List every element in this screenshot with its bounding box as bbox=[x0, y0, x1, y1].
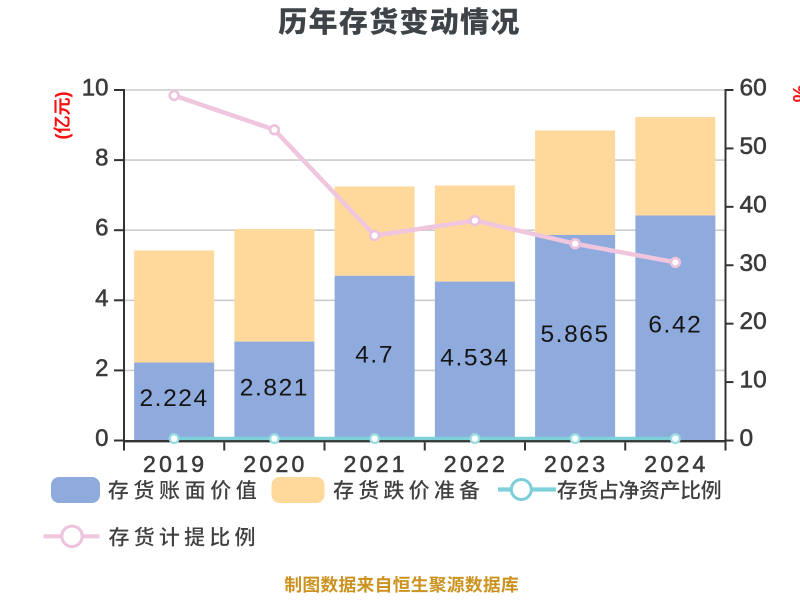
svg-text:60: 60 bbox=[740, 75, 767, 102]
svg-text:6.42: 6.42 bbox=[648, 311, 702, 338]
svg-text:20: 20 bbox=[740, 308, 767, 335]
svg-text:50: 50 bbox=[740, 133, 767, 160]
svg-text:8: 8 bbox=[95, 145, 108, 172]
svg-text:2.224: 2.224 bbox=[139, 385, 208, 412]
svg-text:0: 0 bbox=[95, 425, 108, 452]
svg-text:6: 6 bbox=[95, 215, 108, 242]
svg-text:2023: 2023 bbox=[544, 451, 608, 477]
svg-text:(: ( bbox=[53, 133, 73, 139]
svg-text:30: 30 bbox=[740, 250, 767, 277]
svg-text:5.865: 5.865 bbox=[540, 321, 609, 348]
svg-text:10: 10 bbox=[82, 75, 109, 102]
svg-text:2021: 2021 bbox=[344, 451, 408, 477]
svg-text:2020: 2020 bbox=[243, 451, 307, 477]
svg-text:%: % bbox=[790, 84, 800, 102]
svg-text:2022: 2022 bbox=[444, 451, 508, 477]
svg-text:0: 0 bbox=[740, 425, 754, 452]
svg-text:2024: 2024 bbox=[644, 451, 708, 477]
svg-text:): ) bbox=[53, 92, 73, 98]
svg-text:4: 4 bbox=[95, 285, 108, 312]
svg-text:2019: 2019 bbox=[143, 451, 207, 477]
svg-text:4.534: 4.534 bbox=[440, 345, 509, 372]
svg-text:2.821: 2.821 bbox=[240, 375, 309, 402]
svg-text:10: 10 bbox=[740, 367, 767, 394]
svg-text:40: 40 bbox=[740, 191, 767, 218]
svg-text:2: 2 bbox=[95, 355, 108, 382]
svg-text:4.7: 4.7 bbox=[355, 342, 394, 369]
